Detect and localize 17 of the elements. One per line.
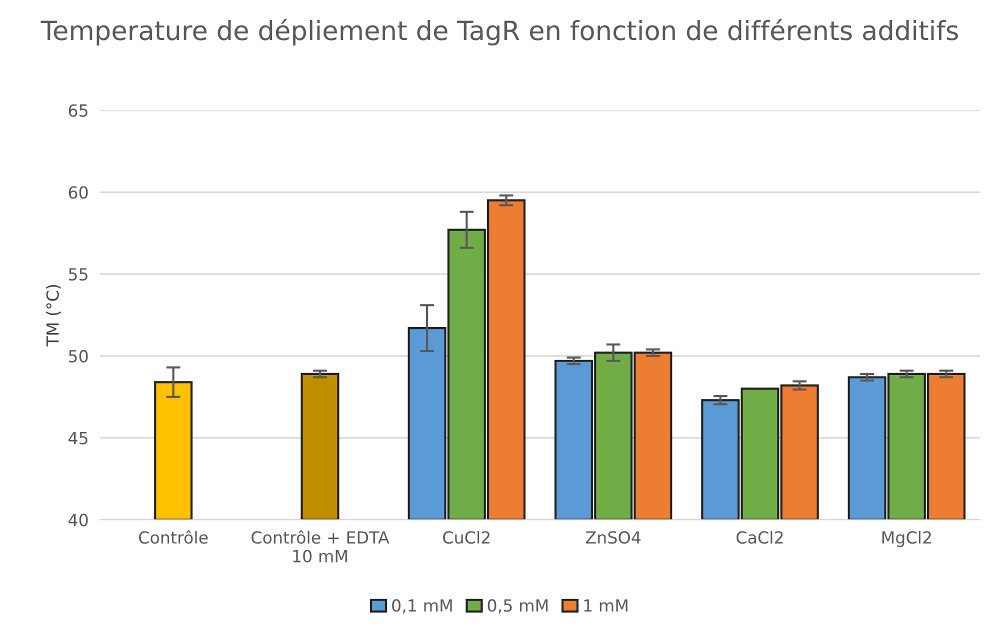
chart-title: Temperature de dépliement de TagR en fonction de différents additifs bbox=[40, 18, 958, 46]
x-tick-label: Contrôle bbox=[139, 530, 208, 544]
y-tick-label: 50 bbox=[68, 350, 88, 363]
y-axis-title: TM (°C) bbox=[46, 285, 61, 346]
x-tick-label: MgCl2 bbox=[882, 530, 931, 547]
legend-label: 1 mM bbox=[584, 599, 628, 612]
x-tick-label: CuCl2 bbox=[443, 530, 490, 544]
y-tick-label: 65 bbox=[68, 104, 88, 117]
y-tick-label: 45 bbox=[68, 432, 88, 444]
y-tick-label: 40 bbox=[68, 514, 88, 526]
x-tick-label: CaCl2 bbox=[736, 530, 783, 544]
y-tick-label: 55 bbox=[68, 268, 88, 281]
legend-label: 0,1 mM bbox=[392, 599, 452, 614]
legend-label: 0,5 mM bbox=[488, 599, 548, 614]
x-tick-label: Contrôle + EDTA 10 mM bbox=[252, 530, 390, 562]
y-tick-label: 60 bbox=[68, 186, 88, 199]
x-tick-label: ZnSO4 bbox=[586, 531, 641, 544]
